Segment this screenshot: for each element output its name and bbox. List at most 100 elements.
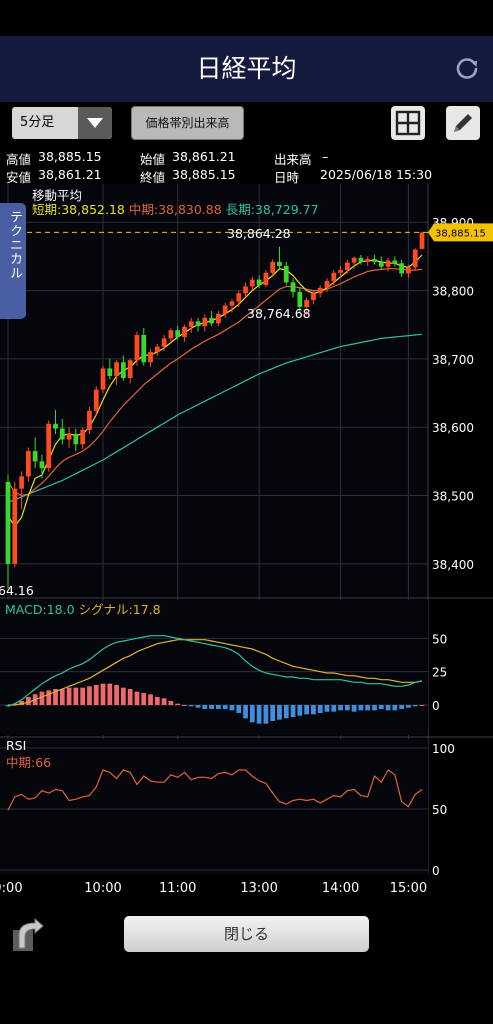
- candle-body: [263, 272, 269, 286]
- macd-histogram-bar: [46, 690, 52, 705]
- candle-body: [25, 451, 31, 477]
- candle-body: [392, 260, 398, 264]
- candle-body: [87, 410, 92, 430]
- candle-body: [216, 313, 221, 324]
- candle-body: [188, 321, 194, 327]
- x-tick-label: 9:00: [0, 881, 23, 896]
- candle-body: [175, 330, 181, 338]
- short-ma-legend: 短期:38,852.18 中期:38,830.88 長期:38,729.77: [32, 202, 319, 217]
- macd-histogram-bar: [243, 705, 248, 719]
- high-label: 高値: [6, 152, 32, 167]
- rsi-line: [7, 769, 423, 811]
- main-y-tick-label: 38,600: [432, 421, 474, 435]
- mid-ma-line: [7, 268, 423, 497]
- pencil-icon[interactable]: [446, 106, 480, 140]
- macd-histogram-bar: [236, 705, 242, 713]
- chart-grid: [0, 184, 493, 875]
- volume-profile-button[interactable]: 価格帯別出来高: [131, 106, 244, 140]
- macd-histogram-bar: [53, 689, 58, 705]
- macd-histogram-bar: [107, 683, 113, 705]
- macd-histogram-bar: [412, 705, 418, 707]
- candle-body: [53, 423, 58, 429]
- back-arrow-icon[interactable]: [10, 917, 48, 953]
- time-label: 日時: [274, 170, 300, 185]
- time-value: 2025/06/18 15:30: [320, 167, 433, 182]
- macd-histogram-bar: [290, 705, 296, 717]
- macd-panel: [5, 635, 425, 724]
- long-ma-value: 38,729.77: [254, 202, 319, 217]
- macd-y-tick-label: 0: [432, 699, 440, 713]
- macd-histogram-bar: [127, 689, 133, 705]
- candle-body: [419, 232, 425, 249]
- rsi-y-tick-label: 50: [432, 803, 447, 817]
- candle-body: [121, 362, 126, 379]
- macd-histogram-bar: [338, 705, 343, 711]
- short-ma-value: 38,852.18: [61, 202, 125, 217]
- candle-body: [39, 461, 45, 469]
- candle-body: [331, 272, 337, 282]
- macd-histogram-bar: [263, 705, 269, 724]
- candle-body: [378, 261, 384, 267]
- candle-body: [385, 260, 391, 267]
- candle-body: [317, 287, 323, 294]
- interval-select-label: 5分足: [20, 115, 55, 130]
- macd-histogram-bar: [277, 705, 282, 720]
- candle-body: [209, 317, 214, 324]
- macd-histogram-bar: [188, 705, 194, 707]
- rsi-name: 中期: [6, 755, 32, 770]
- macd-histogram-bar: [406, 705, 411, 708]
- macd-y-tick-label: 50: [432, 632, 447, 646]
- macd-histogram-bar: [80, 687, 86, 705]
- rsi-y-tick-label: 100: [432, 742, 455, 756]
- technical-tab[interactable]: [0, 203, 26, 319]
- mid-ma-name: 中期: [128, 202, 154, 217]
- close-button[interactable]: 閉じる: [124, 916, 369, 952]
- title-bar: [0, 36, 493, 102]
- candle-body: [283, 265, 289, 283]
- refresh-icon[interactable]: [452, 54, 482, 84]
- macd-line: [7, 635, 423, 707]
- signal-line: [8, 639, 423, 706]
- rsi-value: 66: [35, 755, 52, 770]
- open-label: 始値: [140, 152, 166, 167]
- main-plot-background: [0, 184, 428, 598]
- macd-histogram-bar: [249, 705, 255, 723]
- candle-body: [93, 389, 99, 411]
- candle-body: [365, 259, 371, 262]
- page-title: 日経平均: [196, 54, 297, 83]
- long-ma-line: [7, 333, 423, 503]
- close-label: 終値: [140, 170, 166, 185]
- macd-histogram-bar: [358, 705, 364, 711]
- candle-body: [270, 261, 276, 273]
- volume-value: –: [322, 149, 329, 164]
- candle-body: [229, 301, 235, 306]
- open-value: 38,861.21: [172, 149, 236, 164]
- macd-histogram-bar: [121, 687, 126, 705]
- candle-body: [46, 423, 52, 469]
- long-ma-name: 長期: [225, 202, 251, 217]
- macd-histogram-bar: [297, 705, 303, 716]
- close-value: 38,885.15: [172, 167, 236, 182]
- chevron-down-icon[interactable]: [78, 107, 112, 139]
- grid-icon[interactable]: [391, 106, 425, 140]
- high-value: 38,885.15: [38, 149, 102, 164]
- macd-histogram-bar: [209, 705, 214, 709]
- macd-histogram-bar: [39, 691, 45, 705]
- macd-histogram-bar: [216, 705, 221, 709]
- session-low-label: 38,764.68: [247, 306, 311, 321]
- macd-value: 18.0: [46, 602, 75, 617]
- macd-histogram-bar: [399, 705, 405, 709]
- macd-histogram-bar: [175, 703, 181, 705]
- macd-histogram-bar: [195, 705, 201, 708]
- macd-histogram-bar: [141, 693, 147, 705]
- macd-histogram-bar: [134, 691, 140, 705]
- macd-histogram-bar: [222, 705, 228, 709]
- technical-tab-label: テクニカル: [7, 210, 22, 280]
- main-y-tick-label: 38,500: [432, 490, 474, 504]
- macd-histogram-bar: [148, 694, 153, 705]
- macd-plot-background: [0, 600, 428, 735]
- macd-histogram-bar: [59, 689, 65, 705]
- candle-body: [19, 476, 24, 489]
- macd-histogram-bar: [66, 687, 72, 705]
